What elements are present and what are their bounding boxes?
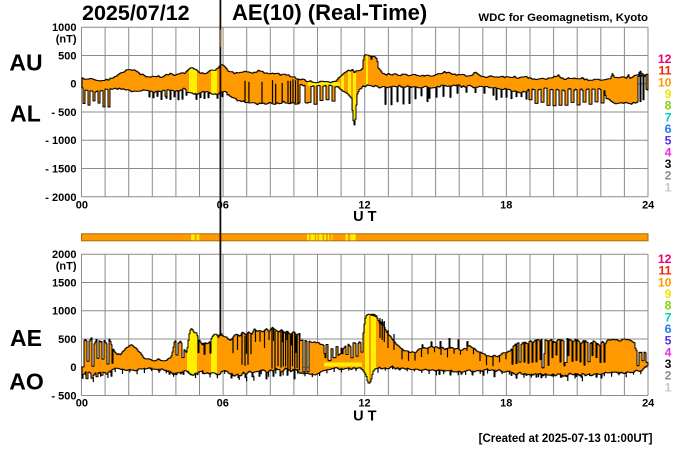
svg-text:AL: AL	[10, 100, 41, 126]
svg-text:U T: U T	[353, 209, 377, 225]
svg-text:3: 3	[665, 357, 672, 371]
svg-text:06: 06	[217, 199, 229, 211]
svg-text:(nT): (nT)	[56, 33, 77, 45]
svg-text:AU: AU	[9, 50, 42, 76]
svg-text:4: 4	[665, 345, 672, 359]
svg-text:1: 1	[665, 380, 672, 394]
svg-text:2025/07/12: 2025/07/12	[82, 1, 190, 25]
svg-text:500: 500	[58, 334, 76, 346]
svg-text:2000: 2000	[52, 249, 76, 261]
svg-text:[Created at 2025-07-13 01:00UT: [Created at 2025-07-13 01:00UT]	[479, 433, 653, 445]
svg-text:6: 6	[665, 322, 672, 336]
svg-text:11: 11	[659, 64, 672, 78]
svg-text:7: 7	[665, 310, 672, 324]
svg-text:5: 5	[665, 134, 672, 148]
svg-text:1000: 1000	[52, 306, 76, 318]
svg-text:U T: U T	[353, 409, 377, 425]
svg-text:- 500: - 500	[51, 391, 76, 403]
svg-text:24: 24	[642, 199, 655, 211]
svg-text:(nT): (nT)	[56, 261, 77, 273]
svg-text:8: 8	[665, 99, 672, 113]
svg-text:24: 24	[642, 398, 655, 410]
svg-text:9: 9	[665, 87, 672, 101]
svg-text:10: 10	[658, 75, 672, 89]
svg-text:500: 500	[58, 50, 76, 62]
svg-text:2: 2	[665, 169, 672, 183]
svg-text:AE(10) (Real-Time): AE(10) (Real-Time)	[232, 0, 427, 25]
svg-text:6: 6	[665, 122, 672, 136]
svg-text:- 2000: - 2000	[45, 192, 76, 204]
svg-text:18: 18	[500, 398, 512, 410]
svg-text:0: 0	[70, 79, 76, 91]
svg-text:AE: AE	[10, 325, 42, 351]
svg-text:5: 5	[665, 334, 672, 348]
svg-text:- 500: - 500	[51, 107, 76, 119]
svg-text:12: 12	[658, 252, 672, 266]
svg-text:00: 00	[76, 199, 88, 211]
svg-text:12: 12	[658, 52, 672, 66]
svg-text:WDC for Geomagnetism, Kyoto: WDC for Geomagnetism, Kyoto	[478, 12, 648, 24]
svg-text:0: 0	[70, 362, 76, 374]
svg-text:00: 00	[76, 398, 88, 410]
svg-text:06: 06	[217, 398, 229, 410]
svg-text:4: 4	[665, 145, 672, 159]
svg-text:- 1500: - 1500	[45, 164, 76, 176]
svg-text:1000: 1000	[52, 22, 76, 34]
svg-text:12: 12	[358, 199, 370, 211]
svg-text:1500: 1500	[52, 277, 76, 289]
svg-text:18: 18	[500, 199, 512, 211]
svg-text:12: 12	[358, 398, 370, 410]
svg-text:1: 1	[665, 180, 672, 194]
svg-text:11: 11	[659, 264, 672, 278]
svg-text:7: 7	[665, 110, 672, 124]
svg-text:- 1000: - 1000	[45, 135, 76, 147]
svg-text:3: 3	[665, 157, 672, 171]
svg-text:9: 9	[665, 287, 672, 301]
svg-text:10: 10	[658, 275, 672, 289]
svg-text:AO: AO	[9, 369, 44, 395]
svg-text:8: 8	[665, 299, 672, 313]
svg-text:2: 2	[665, 369, 672, 383]
